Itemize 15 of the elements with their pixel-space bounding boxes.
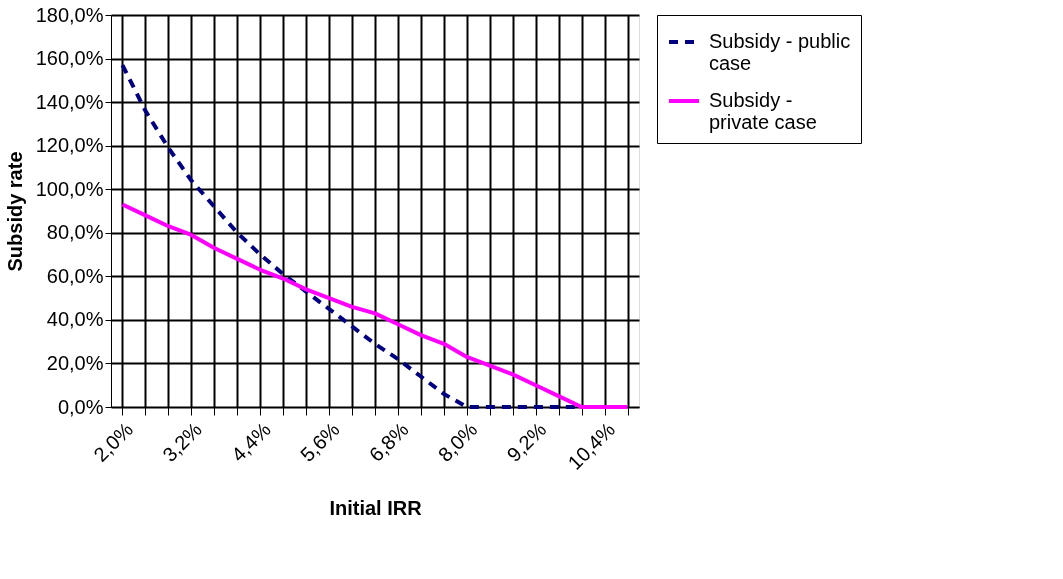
y-tick-label: 40,0% (46, 308, 104, 331)
y-tick-label: 20,0% (46, 351, 104, 374)
y-tick-label: 140,0% (35, 90, 104, 113)
y-tick-label: 120,0% (35, 134, 104, 157)
y-axis-title: Subsidy rate (3, 151, 26, 272)
y-tick-label: 0,0% (57, 395, 104, 418)
y-tick-label: 100,0% (35, 177, 104, 200)
y-tick-label: 80,0% (46, 221, 104, 244)
legend-label: Subsidy - public case (709, 30, 851, 74)
y-tick-label: 60,0% (46, 264, 104, 287)
y-tick-label: 180,0% (35, 3, 104, 26)
y-tick-label: 160,0% (35, 47, 104, 70)
x-axis-title: Initial IRR (329, 496, 423, 519)
legend-label: Subsidy - private case (709, 89, 817, 133)
line-series (120, 202, 630, 409)
